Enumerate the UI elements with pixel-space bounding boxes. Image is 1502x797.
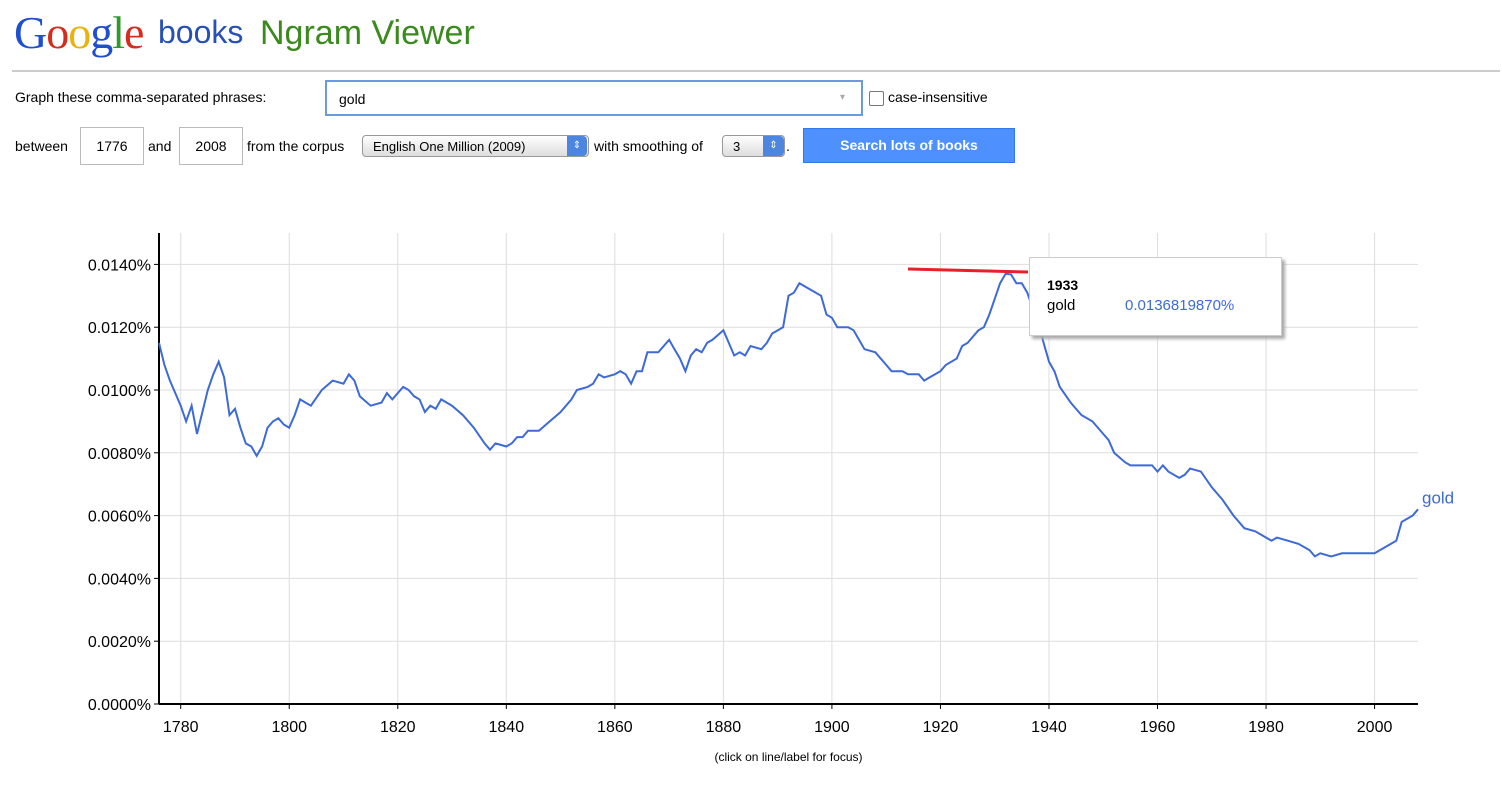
x-tick-label: 1920 — [923, 719, 959, 736]
dropdown-arrow: ▾ — [840, 92, 846, 103]
x-tick-label: 1860 — [597, 719, 633, 736]
tooltip: 1933 gold 0.0136819870% — [1029, 257, 1282, 336]
series-line — [158, 272, 1419, 558]
x-tick-label: 1820 — [380, 719, 416, 736]
x-tick-label: 1780 — [163, 719, 199, 736]
checkbox-label: case-insensitive — [888, 89, 988, 105]
x-tick-label: 1900 — [814, 719, 850, 736]
tooltip-value: 0.0136819870% — [1125, 297, 1235, 314]
annotation-mark — [907, 267, 1029, 274]
smoothing-label: with smoothing of — [594, 138, 703, 154]
y-tick-label: 0.0060% — [88, 509, 151, 526]
y-tick-label: 0.0020% — [88, 634, 151, 651]
logo: Google — [14, 7, 144, 58]
y-tick-label: 0.0120% — [88, 320, 151, 337]
x-tick-label: 1960 — [1140, 719, 1176, 736]
x-tick-label: 1800 — [271, 719, 307, 736]
y-tick-label: 0.0000% — [88, 697, 151, 714]
phrases-input[interactable]: gold — [325, 80, 863, 116]
phrases-label: Graph these comma-separated phrases: — [15, 89, 267, 105]
x-tick-label: 2000 — [1357, 719, 1393, 736]
checkbox[interactable] — [869, 91, 884, 106]
select-arrows: ⇕ — [763, 136, 784, 156]
x-tick-label: 1840 — [489, 719, 525, 736]
y-tick-label: 0.0100% — [88, 383, 151, 400]
caption: (click on line/label for focus) — [714, 750, 862, 764]
x-tick-label: 1980 — [1248, 719, 1284, 736]
corpus-select[interactable]: English One Million (2009) — [362, 135, 589, 157]
corpus-label: from the corpus — [247, 138, 345, 154]
x-tick-label: 1940 — [1031, 719, 1067, 736]
start-year[interactable]: 1776 — [80, 127, 144, 165]
period: . — [786, 138, 790, 154]
and-label: and — [148, 138, 172, 154]
end-year[interactable]: 2008 — [179, 127, 243, 165]
series-label[interactable]: gold — [1422, 488, 1454, 507]
y-tick-label: 0.0040% — [88, 571, 151, 588]
product: books — [158, 14, 244, 50]
search-button[interactable]: Search lots of books — [803, 128, 1015, 163]
between-label: between — [15, 138, 68, 154]
tooltip-series: gold — [1047, 297, 1076, 314]
y-tick-label: 0.0080% — [88, 446, 151, 463]
page-title: Ngram Viewer — [260, 14, 475, 52]
tooltip-year: 1933 — [1047, 277, 1079, 293]
y-tick-label: 0.0140% — [88, 257, 151, 274]
select-arrows: ⇕ — [567, 136, 587, 156]
x-tick-label: 1880 — [706, 719, 742, 736]
